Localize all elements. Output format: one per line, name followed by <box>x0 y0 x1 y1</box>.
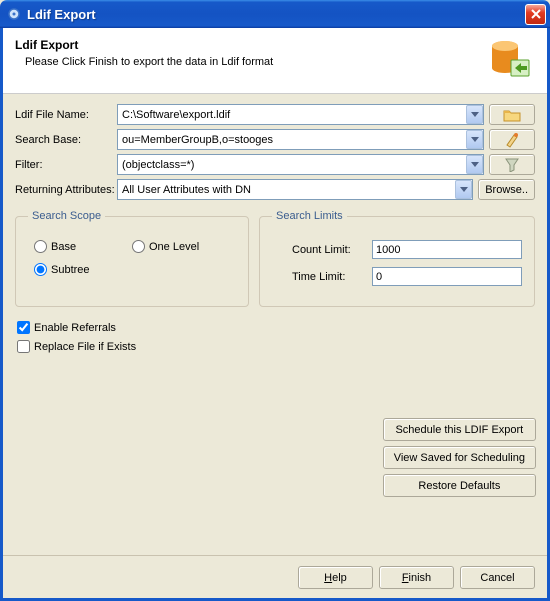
chevron-down-icon[interactable] <box>466 155 483 174</box>
app-icon <box>6 6 22 22</box>
time-limit-label: Time Limit: <box>292 271 372 283</box>
filter-combo[interactable]: (objectclass=*) <box>117 154 484 175</box>
browse-folder-button[interactable] <box>489 104 535 125</box>
scope-onelevel-radio[interactable]: One Level <box>132 240 230 253</box>
filename-combo[interactable]: C:\Software\export.ldif <box>117 104 484 125</box>
replace-file-label: Replace File if Exists <box>34 341 136 353</box>
scope-subtree-label: Subtree <box>51 264 90 276</box>
scope-base-radio[interactable]: Base <box>34 240 132 253</box>
scope-onelevel-label: One Level <box>149 241 199 253</box>
dialog-header: Ldif Export Please Click Finish to expor… <box>3 28 547 94</box>
time-limit-input[interactable] <box>372 267 522 286</box>
scope-subtree-input[interactable] <box>34 263 47 276</box>
filename-value: C:\Software\export.ldif <box>122 109 466 121</box>
restore-defaults-button[interactable]: Restore Defaults <box>383 474 536 497</box>
scope-legend: Search Scope <box>28 210 105 222</box>
count-limit-label: Count Limit: <box>292 244 372 256</box>
replace-file-check[interactable]: Replace File if Exists <box>17 340 533 353</box>
help-button[interactable]: Help <box>298 566 373 589</box>
enable-referrals-label: Enable Referrals <box>34 322 116 334</box>
scope-base-label: Base <box>51 241 76 253</box>
schedule-export-button[interactable]: Schedule this LDIF Export <box>383 418 536 441</box>
attrs-label: Returning Attributes: <box>15 184 117 196</box>
right-button-stack: Schedule this LDIF Export View Saved for… <box>383 418 536 497</box>
enable-referrals-input[interactable] <box>17 321 30 334</box>
scope-base-input[interactable] <box>34 240 47 253</box>
chevron-down-icon[interactable] <box>466 105 483 124</box>
filter-label: Filter: <box>15 159 117 171</box>
chevron-down-icon[interactable] <box>455 180 472 199</box>
form-area: Ldif File Name: C:\Software\export.ldif … <box>3 94 547 365</box>
dialog-footer: Help Finish Cancel <box>3 555 547 595</box>
limits-legend: Search Limits <box>272 210 347 222</box>
window-body: Ldif Export Please Click Finish to expor… <box>0 28 550 601</box>
filter-editor-button[interactable] <box>489 154 535 175</box>
attrs-combo[interactable]: All User Attributes with DN <box>117 179 473 200</box>
titlebar: Ldif Export <box>0 0 550 28</box>
finish-button[interactable]: Finish <box>379 566 454 589</box>
export-icon <box>487 38 535 79</box>
enable-referrals-check[interactable]: Enable Referrals <box>17 321 533 334</box>
page-subtitle: Please Click Finish to export the data i… <box>25 56 487 68</box>
searchbase-label: Search Base: <box>15 134 117 146</box>
search-limits-group: Search Limits Count Limit: Time Limit: <box>259 210 535 307</box>
options-checks: Enable Referrals Replace File if Exists <box>17 321 533 353</box>
scope-subtree-radio[interactable]: Subtree <box>34 263 132 276</box>
browse-attrs-button[interactable]: Browse.. <box>478 179 535 200</box>
scope-onelevel-input[interactable] <box>132 240 145 253</box>
window-title: Ldif Export <box>27 7 525 22</box>
chevron-down-icon[interactable] <box>466 130 483 149</box>
attrs-value: All User Attributes with DN <box>122 184 455 196</box>
search-scope-group: Search Scope Base One Level Subtree <box>15 210 249 307</box>
count-limit-input[interactable] <box>372 240 522 259</box>
cancel-button[interactable]: Cancel <box>460 566 535 589</box>
page-title: Ldif Export <box>15 38 487 52</box>
searchbase-value: ou=MemberGroupB,o=stooges <box>122 134 466 146</box>
view-saved-button[interactable]: View Saved for Scheduling <box>383 446 536 469</box>
filename-label: Ldif File Name: <box>15 109 117 121</box>
pick-dn-button[interactable] <box>489 129 535 150</box>
close-button[interactable] <box>525 4 546 25</box>
filter-value: (objectclass=*) <box>122 159 466 171</box>
searchbase-combo[interactable]: ou=MemberGroupB,o=stooges <box>117 129 484 150</box>
replace-file-input[interactable] <box>17 340 30 353</box>
